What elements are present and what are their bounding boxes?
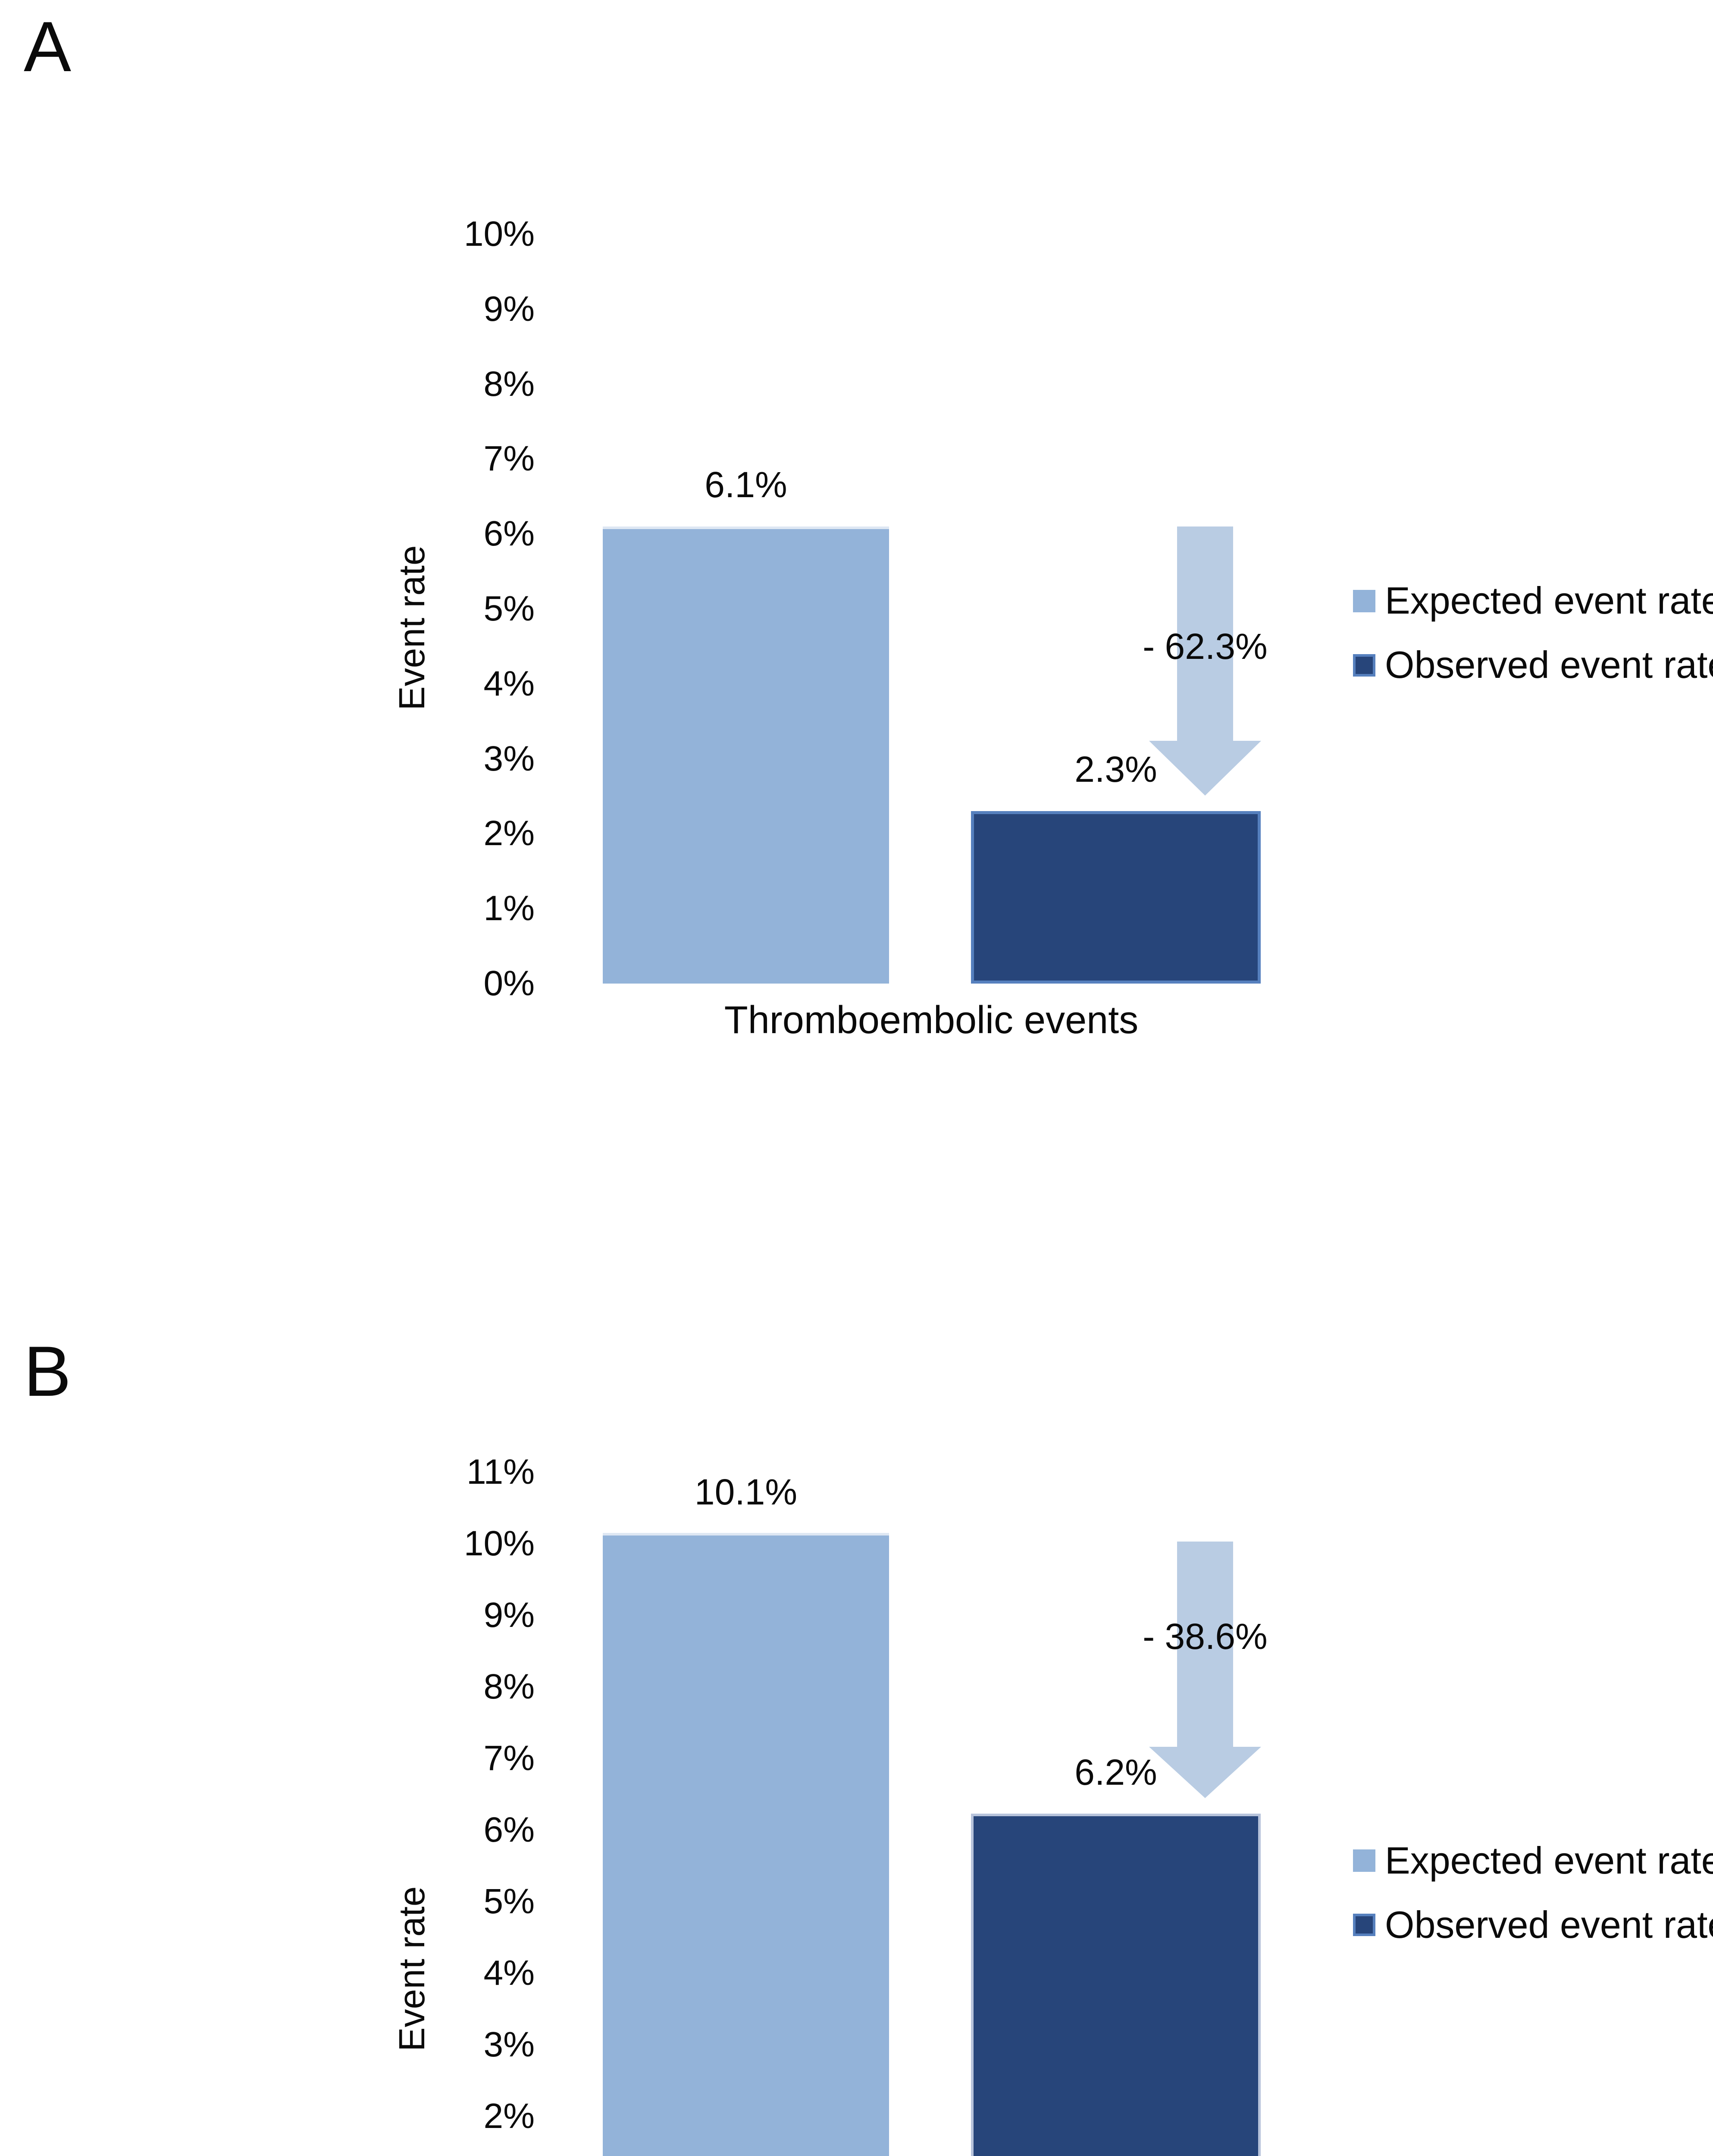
- y-axis-tick-label: 5%: [483, 1882, 535, 1921]
- panel-label-a: A: [24, 7, 72, 86]
- expected-event-rate-bar: [603, 1533, 889, 2156]
- observed-value-label: 6.2%: [1074, 1752, 1157, 1792]
- y-axis-tick-label: 7%: [483, 439, 535, 478]
- y-axis-tick-label: 8%: [483, 1667, 535, 1706]
- y-axis-tick-label: 9%: [483, 289, 535, 329]
- y-axis-tick-label: 3%: [483, 739, 535, 778]
- y-axis-tick-label: 10%: [463, 214, 535, 254]
- legend-swatch-expected-icon: [1353, 1849, 1375, 1872]
- expected-value-label: 10.1%: [694, 1472, 798, 1512]
- observed-event-rate-bar: [971, 811, 1261, 984]
- y-axis-tick-label: 10%: [463, 1524, 535, 1563]
- y-axis-tick-label: 2%: [483, 2096, 535, 2136]
- legend-label-expected: Expected event rate: [1385, 579, 1713, 622]
- legend-swatch-expected-icon: [1353, 590, 1375, 612]
- legend-label-observed: Observed event rate: [1385, 643, 1713, 686]
- panel-label-b: B: [24, 1332, 72, 1411]
- y-axis-tick-label: 2%: [483, 814, 535, 853]
- y-axis-tick-label: 5%: [483, 589, 535, 628]
- observed-value-label: 2.3%: [1074, 749, 1157, 790]
- observed-event-rate-bar: [971, 1814, 1261, 2156]
- y-axis-tick-label: 8%: [483, 364, 535, 404]
- figure-panel-b: B Event rate 11% 10% 9% 8% 7% 6% 5% 4% 3…: [0, 1319, 1713, 2156]
- y-axis-tick-label: 9%: [483, 1595, 535, 1635]
- legend-swatch-observed-icon: [1353, 1914, 1375, 1936]
- y-axis-tick-label: 0%: [483, 964, 535, 1003]
- legend-label-observed: Observed event rate: [1385, 1903, 1713, 1946]
- y-axis-tick-label: 11%: [466, 1452, 535, 1492]
- legend-swatch-observed-icon: [1353, 654, 1375, 677]
- y-axis-tick-label: 4%: [483, 1953, 535, 1993]
- legend-label-expected: Expected event rate: [1385, 1839, 1713, 1882]
- expected-event-rate-bar: [603, 526, 889, 984]
- expected-value-label: 6.1%: [705, 464, 787, 505]
- reduction-percent-label: - 62.3%: [1143, 626, 1268, 667]
- y-axis-tick-label: 4%: [483, 664, 535, 703]
- y-axis-tick-label: 1%: [483, 889, 535, 928]
- y-axis-tick-label: 6%: [483, 514, 535, 553]
- category-axis-label: Thromboembolic events: [724, 999, 1139, 1042]
- figure-panel-a: A Event rate 10% 9% 8% 7% 6% 5% 4% 3% 2%…: [24, 7, 1713, 1042]
- y-axis-tick-label: 3%: [483, 2025, 535, 2064]
- y-axis-tick-label: 7%: [483, 1739, 535, 1778]
- y-axis-tick-label: 6%: [483, 1810, 535, 1849]
- reduction-percent-label: - 38.6%: [1143, 1616, 1268, 1657]
